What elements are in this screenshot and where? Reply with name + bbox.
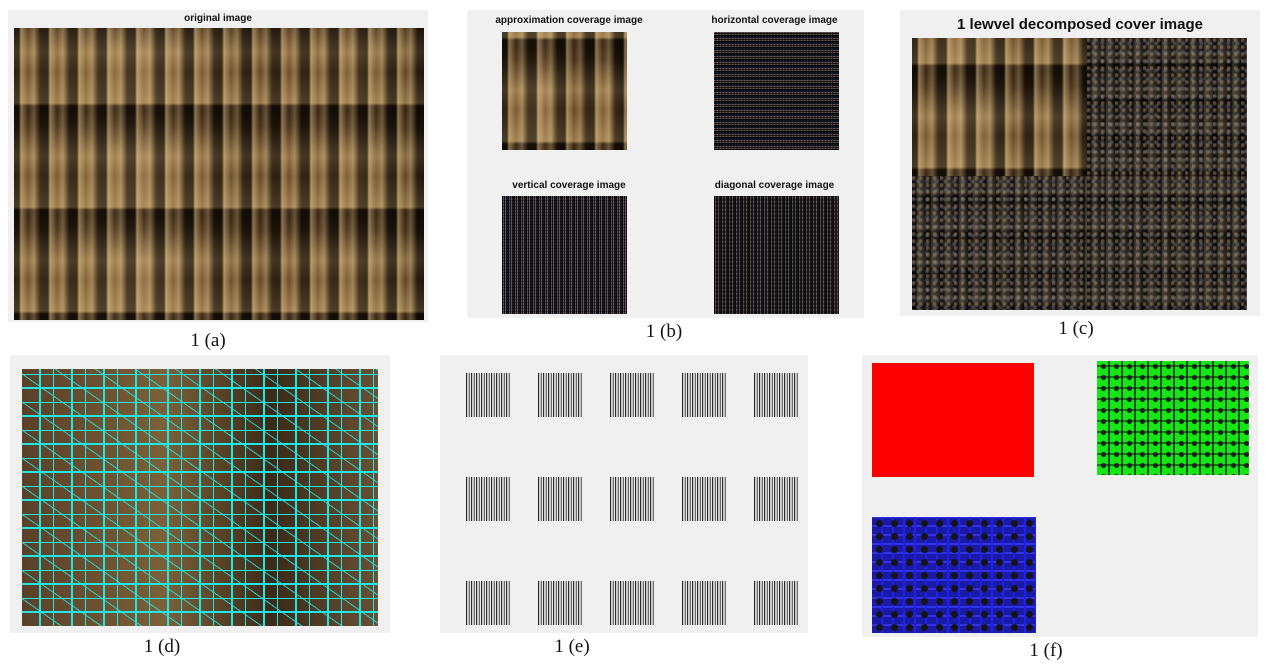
original-image [14, 28, 424, 320]
panel-c-title: 1 lewvel decomposed cover image [957, 16, 1203, 33]
figure-panel-a: original image [8, 10, 428, 322]
feature-tile [466, 373, 510, 417]
caption-a: 1 (a) [190, 330, 226, 351]
figure-panel-b: approximation coverage image horizontal … [467, 10, 864, 318]
vertical-label: vertical coverage image [512, 180, 626, 191]
feature-tile [754, 373, 798, 417]
figure-panel-c: 1 lewvel decomposed cover image [900, 10, 1260, 316]
caption-e: 1 (e) [554, 636, 590, 657]
feature-tile [754, 581, 798, 625]
cluster-green [1097, 361, 1249, 475]
feature-tile [466, 477, 510, 521]
panel-a-title: original image [184, 13, 252, 24]
feature-tile [538, 581, 582, 625]
diagonal-label: diagonal coverage image [714, 180, 835, 191]
figure-panel-f [862, 355, 1258, 637]
segmented-image [22, 369, 378, 626]
caption-f: 1 (f) [1029, 640, 1063, 661]
decomposed-approx-quadrant [912, 38, 1087, 176]
caption-b: 1 (b) [645, 321, 683, 342]
approximation-image [502, 32, 627, 150]
feature-tile [610, 581, 654, 625]
tile-grid [440, 355, 808, 633]
horizontal-label: horizontal coverage image [711, 15, 838, 26]
horizontal-image [714, 32, 839, 150]
figure-panel-d [10, 355, 390, 633]
approximation-label: approximation coverage image [495, 15, 643, 26]
feature-tile [682, 373, 726, 417]
decomposed-diagonal-quadrant [1087, 176, 1247, 310]
feature-tile [466, 581, 510, 625]
feature-tile [754, 477, 798, 521]
feature-tile [538, 373, 582, 417]
diagonal-image [714, 196, 839, 314]
caption-d: 1 (d) [143, 636, 181, 657]
feature-tile [682, 477, 726, 521]
figure-panel-e [440, 355, 808, 633]
vertical-image [502, 196, 627, 314]
feature-tile [538, 477, 582, 521]
feature-tile [610, 477, 654, 521]
feature-tile [682, 581, 726, 625]
cluster-blue [872, 517, 1036, 633]
cluster-red [872, 363, 1034, 477]
caption-c: 1 (c) [1058, 318, 1094, 339]
decomposed-vertical-quadrant [912, 176, 1087, 310]
feature-tile [610, 373, 654, 417]
decomposed-horizontal-quadrant [1087, 38, 1247, 176]
